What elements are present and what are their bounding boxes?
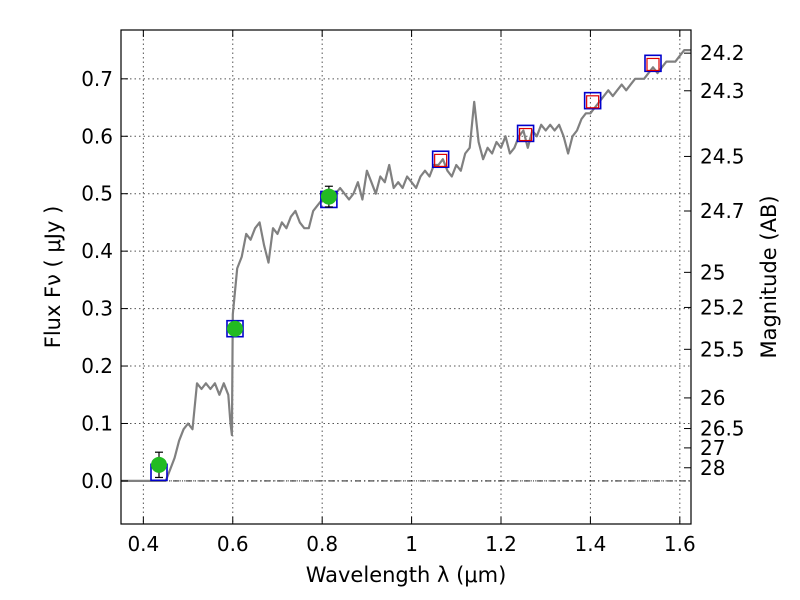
x-tick-label: 0.4 <box>127 532 159 556</box>
plot-frame <box>120 29 692 525</box>
y-tick-label: 0.0 <box>81 469 113 493</box>
x-axis-label: Wavelength λ (μm) <box>306 563 507 587</box>
mag-tick-label: 24.3 <box>700 79 745 103</box>
predicted-flux-square <box>586 95 600 109</box>
x-tick-label: 1 <box>405 532 418 556</box>
model-flux-square <box>516 124 535 143</box>
axis-ticks: 0.4 0.6 0.8 1 1.2 1.4 1.6 0.0 0.1 0.2 0.3 0.4 0.5 0.6… <box>81 30 745 556</box>
y-tick-label: 0.1 <box>81 411 113 435</box>
y-tick-label: 0.3 <box>81 297 113 321</box>
y-tick-label: 0.7 <box>81 67 113 91</box>
y-tick-label: 0.5 <box>81 182 113 206</box>
observed-flux-point <box>227 320 243 337</box>
y-tick-label: 0.6 <box>81 124 113 148</box>
spectrum-line <box>121 48 691 482</box>
y-axis-label: Flux Fν ( μJy ) <box>41 206 65 349</box>
observed-flux-point <box>320 188 337 205</box>
predicted-flux-square <box>646 57 660 72</box>
y2-axis-label: Magnitude (AB) <box>757 195 781 358</box>
mag-tick-label: 28 <box>700 456 725 480</box>
mag-tick-label: 24.7 <box>700 199 745 223</box>
mag-tick-label: 25 <box>700 260 725 284</box>
mag-tick-label: 24.5 <box>700 144 745 168</box>
mag-tick-label: 26 <box>700 386 725 410</box>
x-tick-label: 1.4 <box>575 532 607 556</box>
y-tick-label: 0.2 <box>81 354 113 378</box>
model-flux-square <box>644 54 662 73</box>
predicted-flux-square <box>518 127 533 142</box>
mag-tick-label: 24.2 <box>700 41 745 65</box>
photometry-points <box>150 54 662 482</box>
model-spectrum <box>121 48 691 482</box>
predicted-flux-square <box>434 153 448 167</box>
mag-tick-label: 25.2 <box>700 295 745 319</box>
model-flux-square <box>583 91 602 110</box>
x-tick-label: 0.6 <box>217 532 249 556</box>
mag-tick-label: 25.5 <box>700 337 745 361</box>
x-tick-label: 1.6 <box>664 532 696 556</box>
x-tick-label: 0.8 <box>306 532 338 556</box>
mag-tick-label: 26.5 <box>700 417 745 441</box>
y-tick-label: 0.4 <box>81 239 113 263</box>
mag-tick-label: 27 <box>700 436 725 460</box>
x-tick-label: 1.2 <box>485 532 517 556</box>
observed-flux-point <box>151 456 167 473</box>
model-flux-square <box>431 150 450 169</box>
